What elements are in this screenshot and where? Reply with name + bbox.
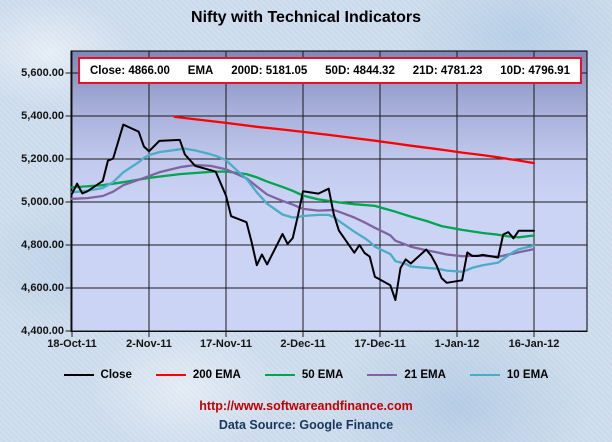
legend-swatch-50-ema (264, 374, 295, 376)
legend-item-200-ema: 200 EMA (155, 369, 241, 381)
legend-label-10-ema: 10 EMA (506, 369, 549, 381)
series-line-close (71, 123, 535, 301)
legend: Close 200 EMA 50 EMA 21 EMA 10 EMA (0, 369, 612, 381)
x-axis-tick-label: 2-Nov-11 (126, 338, 172, 350)
series-line-200-ema (173, 115, 536, 165)
y-axis-tick-label: 4,400.00 (21, 324, 64, 337)
legend-swatch-21-ema (367, 374, 398, 376)
legend-item-close: Close (63, 369, 132, 381)
x-axis-tick-label: 1-Jan-12 (434, 338, 480, 350)
legend-item-10-ema: 10 EMA (469, 369, 549, 381)
y-axis-tick-label: 5,600.00 (21, 66, 64, 79)
ema-200d-value: 200D: 5181.05 (231, 64, 308, 77)
ema-50d-value: 50D: 4844.32 (325, 64, 395, 77)
legend-item-21-ema: 21 EMA (367, 369, 446, 381)
indicator-value-box: Close: 4866.00 EMA 200D: 5181.05 50D: 48… (78, 57, 582, 84)
legend-label-50-ema: 50 EMA (301, 369, 344, 381)
ema-label: EMA (187, 64, 214, 77)
legend-swatch-200-ema (155, 374, 186, 376)
website-link[interactable]: http://www.softwareandfinance.com (199, 399, 413, 413)
ema-10d-value: 10D: 4796.91 (500, 64, 570, 77)
data-source-text: Data Source: Google Finance (218, 418, 394, 432)
legend-swatch-10-ema (469, 374, 500, 376)
legend-label-21-ema: 21 EMA (404, 369, 446, 381)
legend-swatch-close (63, 374, 94, 376)
x-axis-tick-label: 17-Nov-11 (200, 338, 252, 350)
x-axis-tick-label: 16-Jan-12 (508, 338, 560, 350)
x-axis-tick-label: 2-Dec-11 (280, 338, 326, 350)
legend-item-50-ema: 50 EMA (264, 369, 344, 381)
y-axis-tick-label: 5,000.00 (21, 195, 64, 208)
close-value: Close: 4866.00 (90, 64, 170, 77)
chart-title: Nifty with Technical Indicators (191, 9, 421, 26)
legend-label-close: Close (100, 369, 132, 381)
series-line-50-ema (70, 170, 536, 239)
y-axis-tick-label: 5,400.00 (21, 109, 64, 122)
x-axis-tick-label: 17-Dec-11 (354, 338, 406, 350)
y-axis-tick-label: 4,600.00 (21, 281, 64, 294)
series-line-10-ema (70, 147, 536, 273)
y-axis-tick-label: 4,800.00 (21, 238, 64, 251)
x-axis-tick-label: 18-Oct-11 (47, 338, 97, 350)
legend-label-200-ema: 200 EMA (192, 369, 241, 381)
y-axis-tick-label: 5,200.00 (21, 152, 64, 165)
ema-21d-value: 21D: 4781.23 (412, 64, 483, 77)
